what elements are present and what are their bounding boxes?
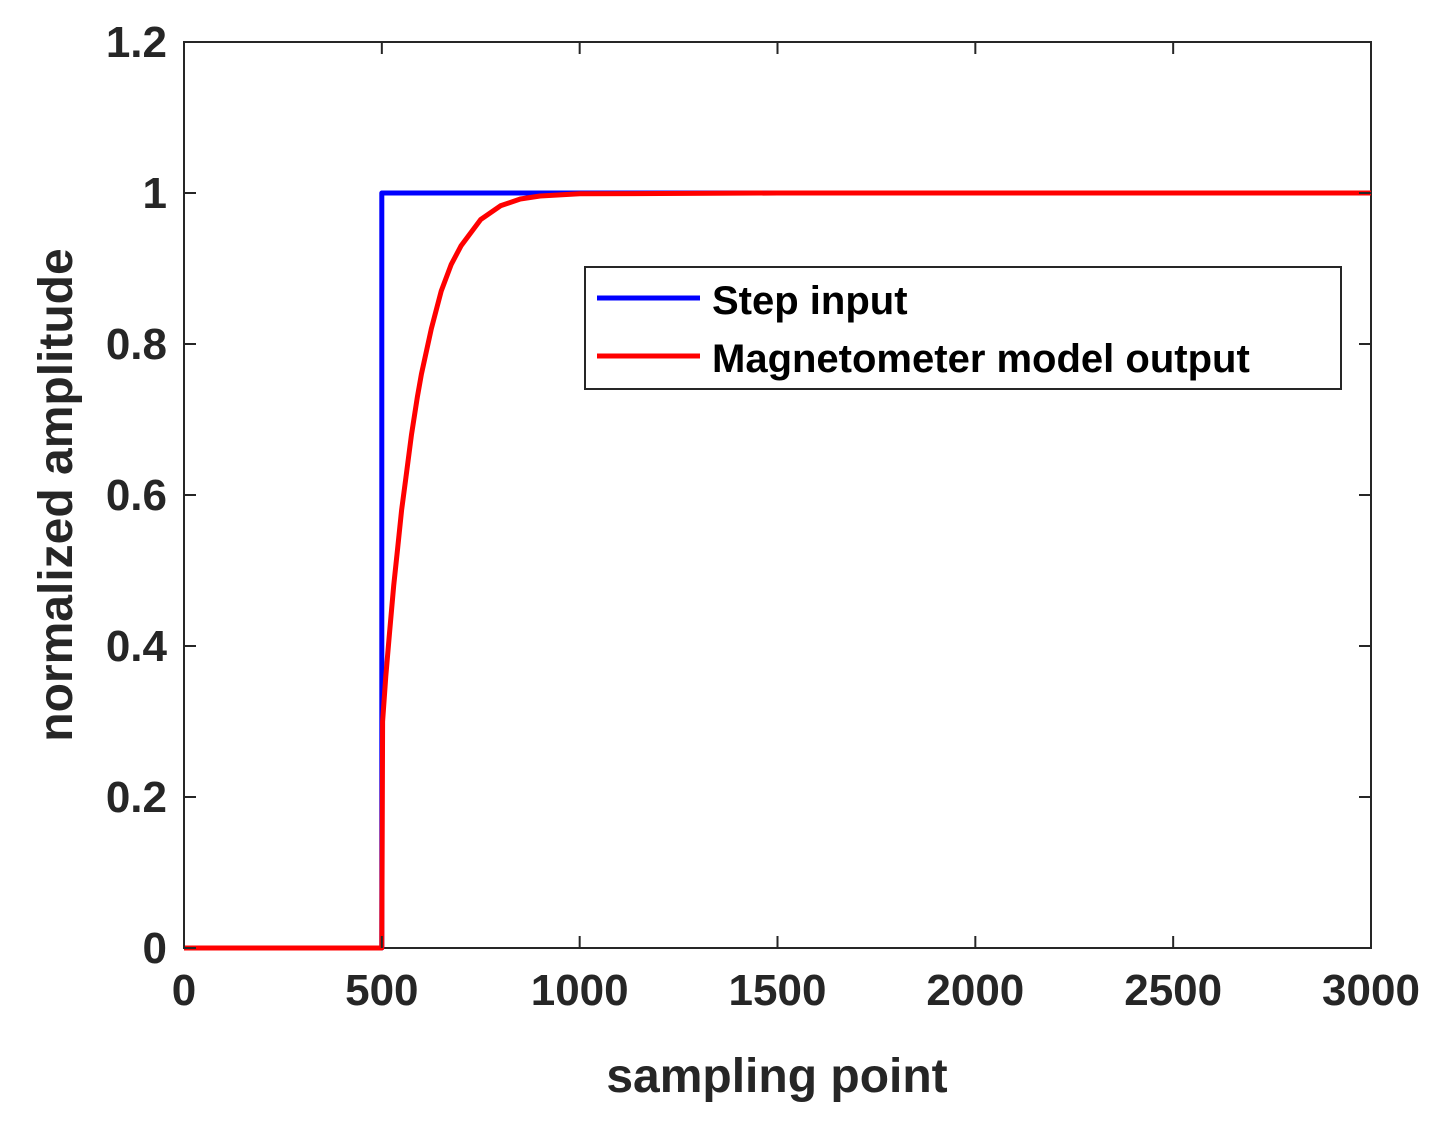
plot-box [183,41,1372,949]
y-tick-label: 1.2 [106,18,167,67]
y-tick-label: 0.8 [106,320,167,369]
x-tick-label: 1000 [531,966,629,1015]
y-tick-label: 0.4 [106,622,168,671]
x-tick-label: 500 [345,966,418,1015]
series-layer [184,190,1371,951]
plot-area [183,41,1372,949]
x-tick-label: 1500 [729,966,827,1015]
ticks-layer: 0 500 1000 1500 2000 2500 3000 0 0.2 0.4 0.6 0.8 1 1.… [106,18,1420,1015]
legend: Step input Magnetometer model output [584,266,1342,390]
series-line-magnetometer-output [184,190,1371,951]
y-tick-label: 0.6 [106,471,167,520]
y-tick-label: 0 [143,924,167,973]
x-tick-label: 3000 [1322,966,1420,1015]
x-axis-label: sampling point [606,1050,947,1103]
legend-box [584,266,1342,390]
legend-label-step-input: Step input [712,279,908,323]
y-axis-label: normalized amplitude [30,248,83,741]
y-tick-label: 0.2 [106,773,167,822]
x-tick-label: 2500 [1124,966,1222,1015]
x-tick-label: 0 [172,966,196,1015]
x-tick-label: 2000 [926,966,1024,1015]
legend-label-magnetometer-output: Magnetometer model output [712,337,1250,381]
y-tick-label: 1 [143,169,167,218]
